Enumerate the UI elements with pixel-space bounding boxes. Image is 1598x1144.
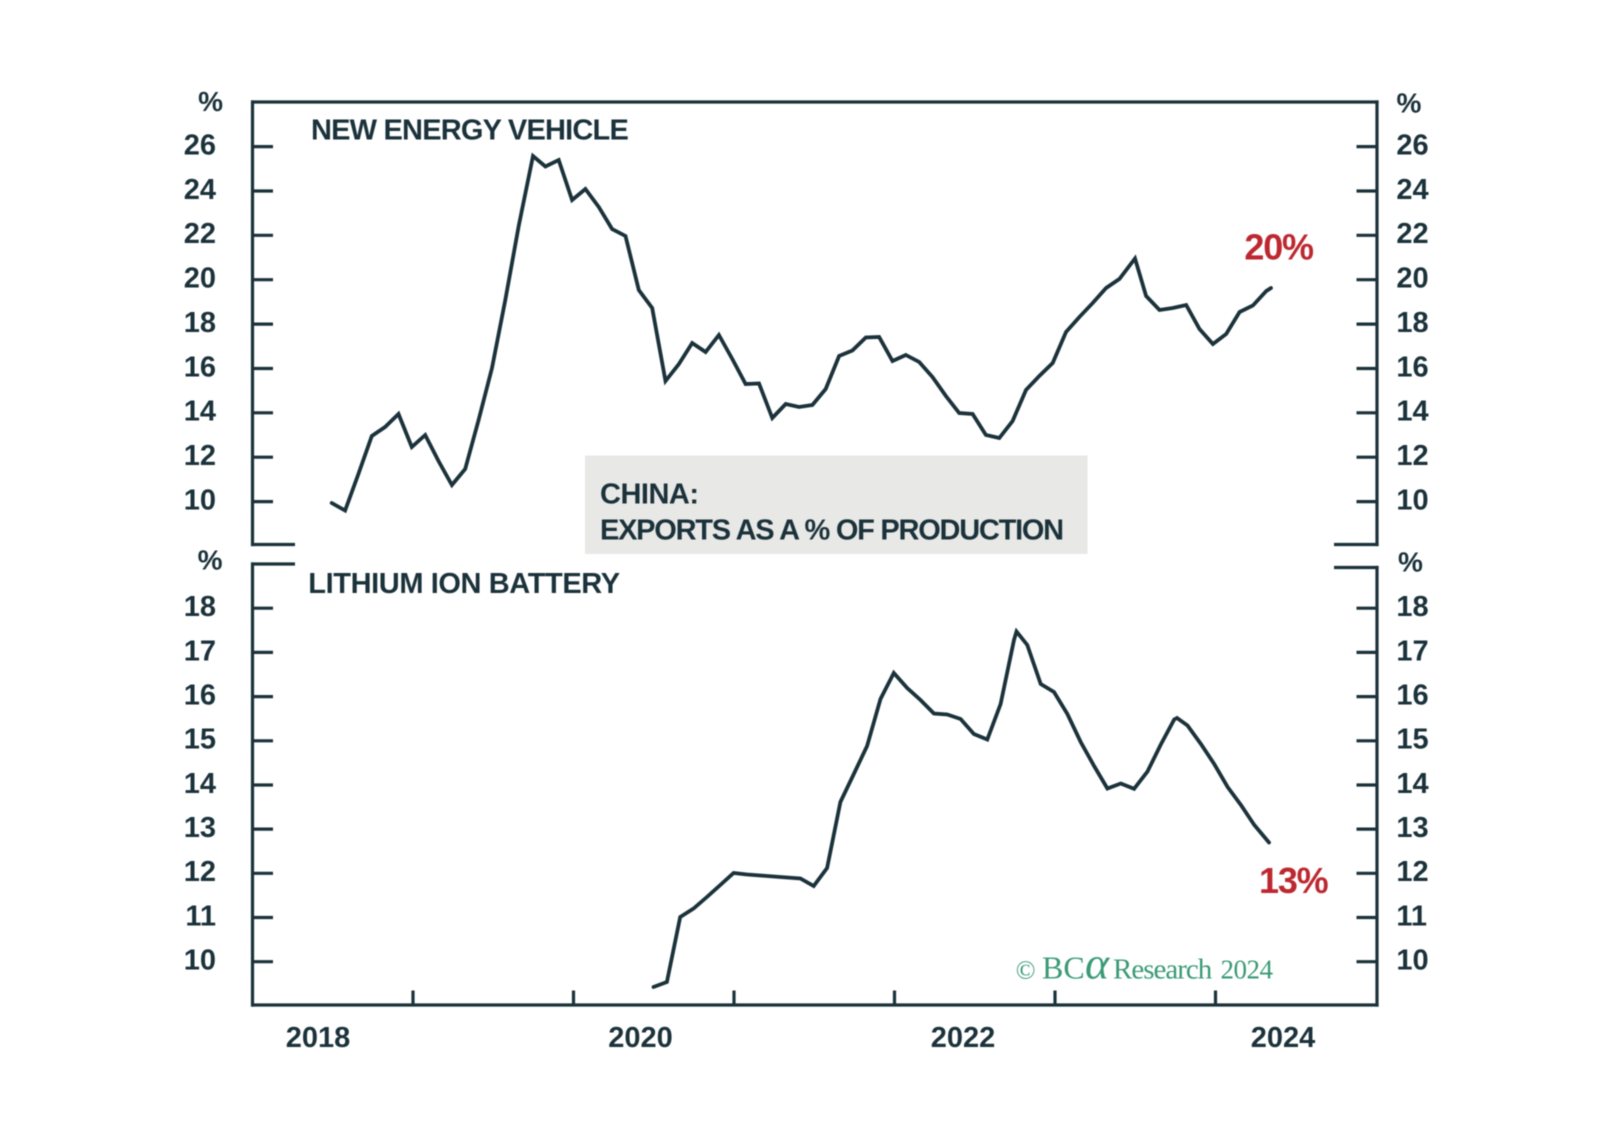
svg-text:20: 20 <box>1396 263 1428 295</box>
svg-text:20: 20 <box>184 263 216 295</box>
svg-text:26: 26 <box>184 130 216 162</box>
svg-text:2024: 2024 <box>1251 1022 1316 1054</box>
svg-text:22: 22 <box>184 218 216 250</box>
svg-text:12: 12 <box>1396 440 1428 472</box>
svg-text:17: 17 <box>1396 635 1428 667</box>
svg-text:13: 13 <box>184 812 216 844</box>
svg-text:%: % <box>198 86 223 117</box>
svg-text:14: 14 <box>1396 396 1428 428</box>
svg-text:10: 10 <box>1396 945 1428 977</box>
svg-text:2022: 2022 <box>931 1022 996 1054</box>
svg-text:13%: 13% <box>1259 860 1329 901</box>
svg-text:CHINA:: CHINA: <box>600 479 699 511</box>
svg-text:%: % <box>1397 88 1422 119</box>
svg-text:%: % <box>1398 547 1423 578</box>
svg-text:©: © <box>1016 956 1036 985</box>
svg-text:2020: 2020 <box>608 1022 673 1054</box>
svg-text:22: 22 <box>1396 218 1428 250</box>
svg-text:16: 16 <box>184 351 216 383</box>
svg-text:2024: 2024 <box>1221 955 1274 985</box>
svg-text:17: 17 <box>184 635 216 667</box>
svg-text:14: 14 <box>184 768 216 800</box>
svg-text:18: 18 <box>1396 307 1428 339</box>
svg-text:11: 11 <box>1396 900 1427 932</box>
svg-text:24: 24 <box>184 174 216 206</box>
svg-text:14: 14 <box>1396 768 1428 800</box>
svg-text:14: 14 <box>184 396 216 428</box>
svg-text:2018: 2018 <box>286 1022 351 1054</box>
svg-text:11: 11 <box>185 900 216 932</box>
svg-text:13: 13 <box>1396 812 1428 844</box>
svg-text:10: 10 <box>1396 485 1428 517</box>
svg-text:BC: BC <box>1042 950 1085 986</box>
svg-text:15: 15 <box>1396 724 1428 756</box>
svg-text:24: 24 <box>1396 174 1428 206</box>
svg-text:12: 12 <box>184 856 216 888</box>
svg-text:26: 26 <box>1396 130 1428 162</box>
svg-text:16: 16 <box>1396 351 1428 383</box>
svg-text:EXPORTS AS A % OF PRODUCTION: EXPORTS AS A % OF PRODUCTION <box>600 515 1063 547</box>
svg-text:18: 18 <box>1396 591 1428 623</box>
svg-text:NEW ENERGY VEHICLE: NEW ENERGY VEHICLE <box>311 115 628 147</box>
svg-text:20%: 20% <box>1244 226 1314 267</box>
svg-text:α: α <box>1085 938 1110 989</box>
svg-text:Research: Research <box>1113 954 1213 986</box>
svg-text:12: 12 <box>184 440 216 472</box>
svg-text:18: 18 <box>184 591 216 623</box>
svg-text:18: 18 <box>184 307 216 339</box>
svg-text:LITHIUM ION BATTERY: LITHIUM ION BATTERY <box>308 568 619 600</box>
svg-text:16: 16 <box>1396 680 1428 712</box>
svg-text:10: 10 <box>184 945 216 977</box>
svg-text:12: 12 <box>1396 856 1428 888</box>
svg-text:10: 10 <box>184 485 216 517</box>
svg-text:16: 16 <box>184 680 216 712</box>
svg-text:%: % <box>198 545 223 576</box>
svg-text:15: 15 <box>184 724 216 756</box>
